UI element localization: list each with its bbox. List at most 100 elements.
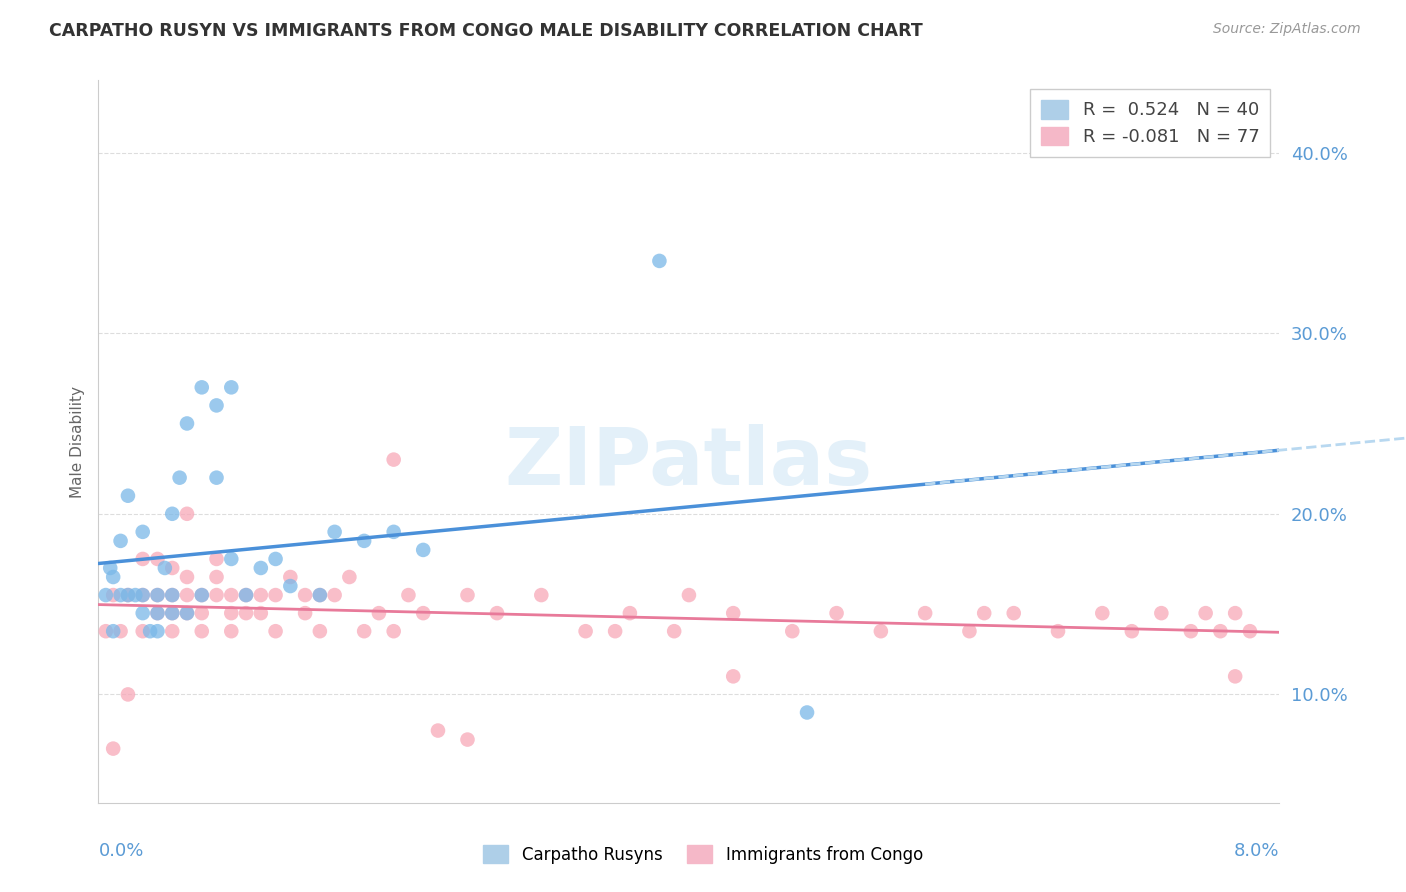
Point — [1239, 624, 1261, 639]
Point — [117, 588, 139, 602]
Point — [124, 588, 146, 602]
Point — [353, 533, 375, 548]
Point — [146, 588, 169, 602]
Point — [176, 570, 198, 584]
Point — [94, 588, 117, 602]
Point — [678, 588, 700, 602]
Point — [221, 606, 243, 620]
Point — [914, 606, 936, 620]
Point — [1046, 624, 1070, 639]
Point — [110, 533, 132, 548]
Point — [723, 669, 745, 683]
Point — [323, 588, 346, 602]
Point — [146, 606, 169, 620]
Text: ZIPatlas: ZIPatlas — [505, 425, 873, 502]
Point — [427, 723, 450, 738]
Point — [132, 524, 155, 539]
Point — [162, 588, 183, 602]
Point — [870, 624, 893, 639]
Point — [94, 624, 117, 639]
Point — [103, 588, 125, 602]
Point — [1121, 624, 1143, 639]
Point — [382, 452, 405, 467]
Point — [191, 624, 214, 639]
Point — [98, 561, 121, 575]
Point — [176, 588, 198, 602]
Point — [191, 588, 214, 602]
Point — [648, 253, 671, 268]
Point — [280, 570, 302, 584]
Point — [959, 624, 981, 639]
Point — [205, 570, 228, 584]
Point — [221, 588, 243, 602]
Point — [264, 588, 287, 602]
Point — [146, 624, 169, 639]
Point — [294, 606, 316, 620]
Point — [796, 706, 818, 720]
Point — [382, 624, 405, 639]
Point — [457, 732, 479, 747]
Point — [205, 471, 228, 485]
Point — [309, 588, 332, 602]
Point — [309, 624, 332, 639]
Point — [309, 588, 332, 602]
Point — [250, 588, 273, 602]
Legend: Carpatho Rusyns, Immigrants from Congo: Carpatho Rusyns, Immigrants from Congo — [477, 838, 929, 871]
Point — [723, 606, 745, 620]
Point — [132, 588, 155, 602]
Y-axis label: Male Disability: Male Disability — [69, 385, 84, 498]
Point — [146, 552, 169, 566]
Point — [103, 624, 125, 639]
Point — [132, 606, 155, 620]
Point — [221, 624, 243, 639]
Point — [398, 588, 420, 602]
Point — [235, 588, 257, 602]
Point — [162, 606, 183, 620]
Point — [664, 624, 686, 639]
Point — [205, 398, 228, 412]
Point — [605, 624, 627, 639]
Point — [176, 606, 198, 620]
Point — [103, 741, 125, 756]
Point — [117, 588, 139, 602]
Text: Source: ZipAtlas.com: Source: ZipAtlas.com — [1213, 22, 1361, 37]
Point — [205, 552, 228, 566]
Point — [117, 687, 139, 701]
Point — [1002, 606, 1025, 620]
Point — [153, 561, 176, 575]
Point — [191, 606, 214, 620]
Point — [353, 624, 375, 639]
Point — [221, 552, 243, 566]
Point — [1195, 606, 1218, 620]
Point — [782, 624, 804, 639]
Point — [162, 624, 183, 639]
Point — [1150, 606, 1173, 620]
Point — [162, 588, 183, 602]
Point — [323, 524, 346, 539]
Point — [264, 624, 287, 639]
Point — [250, 606, 273, 620]
Point — [382, 524, 405, 539]
Point — [139, 624, 162, 639]
Point — [169, 471, 191, 485]
Point — [1209, 624, 1232, 639]
Point — [162, 561, 183, 575]
Point — [176, 606, 198, 620]
Point — [575, 624, 598, 639]
Point — [110, 588, 132, 602]
Legend: R =  0.524   N = 40, R = -0.081   N = 77: R = 0.524 N = 40, R = -0.081 N = 77 — [1031, 89, 1271, 157]
Point — [619, 606, 641, 620]
Point — [176, 417, 198, 431]
Point — [146, 606, 169, 620]
Point — [280, 579, 302, 593]
Point — [1091, 606, 1114, 620]
Text: CARPATHO RUSYN VS IMMIGRANTS FROM CONGO MALE DISABILITY CORRELATION CHART: CARPATHO RUSYN VS IMMIGRANTS FROM CONGO … — [49, 22, 922, 40]
Point — [132, 552, 155, 566]
Point — [221, 380, 243, 394]
Point — [530, 588, 553, 602]
Point — [264, 552, 287, 566]
Point — [162, 507, 183, 521]
Point — [339, 570, 361, 584]
Point — [132, 588, 155, 602]
Point — [103, 570, 125, 584]
